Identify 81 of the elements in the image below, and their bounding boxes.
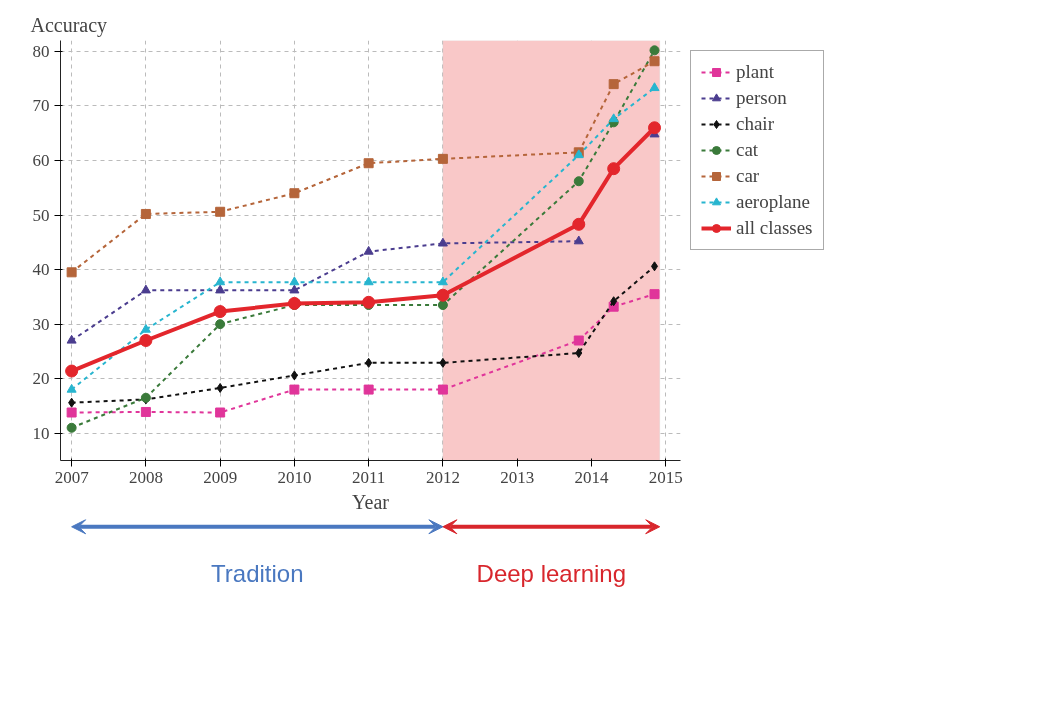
text: Tradition xyxy=(211,559,304,587)
point xyxy=(140,406,151,417)
point xyxy=(65,364,79,378)
point xyxy=(66,407,77,418)
point xyxy=(140,284,151,294)
y-tick-label: 50 xyxy=(32,205,50,225)
point xyxy=(437,384,448,395)
point xyxy=(216,382,224,393)
text: Deep learning xyxy=(476,559,627,587)
point xyxy=(437,276,448,286)
point xyxy=(572,217,586,231)
x-tick-label: 2015 xyxy=(648,467,683,487)
y-tick-label: 80 xyxy=(32,41,50,61)
y-tick-label: 20 xyxy=(32,369,50,389)
legend-label: person xyxy=(736,87,787,109)
point xyxy=(215,276,226,286)
point xyxy=(437,300,448,311)
point xyxy=(608,113,619,123)
point xyxy=(140,208,151,219)
point xyxy=(608,79,619,90)
x-tick-label: 2012 xyxy=(425,467,460,487)
point xyxy=(290,370,298,381)
legend-label: cat xyxy=(736,139,759,161)
point xyxy=(66,334,77,344)
x-tick-label: 2007 xyxy=(54,467,90,487)
point xyxy=(215,206,226,217)
legend-label: plant xyxy=(736,61,774,83)
point xyxy=(437,153,448,164)
legend-label: all classes xyxy=(736,217,813,239)
point xyxy=(362,295,376,309)
legend-label: aeroplane xyxy=(736,191,810,213)
point xyxy=(649,82,660,92)
y-tick-label: 60 xyxy=(32,151,50,170)
point xyxy=(215,407,226,418)
point xyxy=(213,305,227,319)
point xyxy=(66,267,77,278)
point xyxy=(66,383,77,393)
y-tick-label: 30 xyxy=(32,314,50,334)
point xyxy=(289,284,300,294)
y-tick-label: 10 xyxy=(32,423,50,443)
point xyxy=(140,323,151,333)
x-tick-label: 2010 xyxy=(277,467,312,487)
point xyxy=(363,276,374,286)
point xyxy=(648,121,662,135)
y-tick-label: 70 xyxy=(32,96,50,116)
point xyxy=(651,261,659,272)
point xyxy=(437,237,448,247)
x-tick-label: 2009 xyxy=(203,467,238,487)
y-tick-label: 40 xyxy=(32,260,50,280)
point xyxy=(66,422,77,433)
point xyxy=(215,319,226,330)
x-tick-label: 2014 xyxy=(574,467,609,487)
point xyxy=(649,289,660,300)
point xyxy=(649,56,660,67)
point xyxy=(363,158,374,169)
point xyxy=(287,296,301,310)
point xyxy=(139,334,153,347)
point xyxy=(573,176,584,187)
point xyxy=(289,276,300,286)
point xyxy=(573,335,584,346)
point xyxy=(575,348,583,359)
point xyxy=(436,288,450,302)
point xyxy=(573,235,584,245)
point xyxy=(68,397,76,408)
x-tick-label: 2013 xyxy=(500,467,535,487)
y-axis-title: Accuracy xyxy=(30,13,108,37)
legend-label: chair xyxy=(736,113,774,135)
x-tick-label: 2011 xyxy=(351,467,386,487)
point xyxy=(289,188,300,199)
point xyxy=(215,284,226,294)
point xyxy=(607,162,621,176)
point xyxy=(289,384,300,395)
x-axis-title: Year xyxy=(352,490,390,513)
point xyxy=(363,384,374,395)
point xyxy=(365,357,373,368)
point xyxy=(363,245,374,255)
point xyxy=(649,45,660,56)
point xyxy=(439,357,447,368)
point xyxy=(610,296,618,307)
x-tick-label: 2008 xyxy=(128,467,163,487)
legend-label: car xyxy=(736,165,760,187)
